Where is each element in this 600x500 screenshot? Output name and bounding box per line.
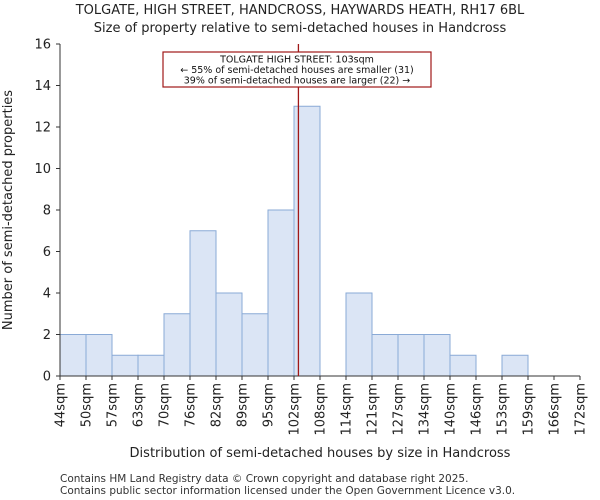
x-tick-label-172sqm: 172sqm	[574, 383, 589, 436]
x-tick-label-76sqm: 76sqm	[184, 383, 199, 427]
x-tick-label-57sqm: 57sqm	[106, 383, 121, 427]
y-tick-label-14: 14	[34, 79, 51, 94]
x-tick-label-95sqm: 95sqm	[262, 383, 277, 427]
y-tick-label-0: 0	[43, 370, 51, 385]
x-tick-label-140sqm: 140sqm	[444, 383, 459, 436]
x-tick-label-44sqm: 44sqm	[54, 383, 69, 427]
bar-63sqm	[137, 354, 165, 377]
y-tick-label-2: 2	[43, 328, 51, 343]
annotation-line-3: 39% of semi-detached houses are larger (…	[184, 76, 411, 87]
x-tick-label-82sqm: 82sqm	[210, 383, 225, 427]
bar-82sqm	[215, 292, 243, 377]
bar-114sqm	[345, 292, 373, 377]
chart-subtitle: Size of property relative to semi-detach…	[93, 21, 507, 36]
bar-70sqm	[163, 313, 191, 377]
annotation-line-2: ← 55% of semi-detached houses are smalle…	[180, 65, 414, 76]
x-tick-label-134sqm: 134sqm	[418, 383, 433, 436]
y-tick-label-6: 6	[43, 245, 51, 260]
y-tick-label-4: 4	[43, 287, 51, 302]
x-tick-label-153sqm: 153sqm	[496, 383, 511, 436]
x-axis-label: Distribution of semi-detached houses by …	[130, 446, 511, 461]
x-tick-label-108sqm: 108sqm	[314, 383, 329, 436]
x-tick-label-166sqm: 166sqm	[548, 383, 563, 436]
bar-134sqm	[423, 334, 451, 377]
x-tick-label-70sqm: 70sqm	[158, 383, 173, 427]
bar-76sqm	[189, 230, 217, 377]
footer-line-2: Contains public sector information licen…	[60, 485, 516, 497]
x-tick-label-63sqm: 63sqm	[132, 383, 147, 427]
x-tick-label-102sqm: 102sqm	[288, 383, 303, 436]
bar-95sqm	[267, 209, 295, 377]
y-tick-label-12: 12	[34, 121, 51, 136]
bar-121sqm	[371, 334, 399, 377]
bar-57sqm	[111, 354, 139, 377]
bar-153sqm	[501, 354, 529, 377]
chart-title: TOLGATE, HIGH STREET, HANDCROSS, HAYWARD…	[75, 3, 525, 18]
y-tick-label-16: 16	[34, 38, 51, 53]
x-tick-label-50sqm: 50sqm	[80, 383, 95, 427]
y-tick-label-8: 8	[43, 204, 51, 219]
x-tick-label-159sqm: 159sqm	[522, 383, 537, 436]
footer-line-1: Contains HM Land Registry data © Crown c…	[60, 473, 469, 485]
bar-44sqm	[59, 334, 87, 377]
bar-140sqm	[449, 354, 477, 377]
annotation-line-1: TOLGATE HIGH STREET: 103sqm	[219, 55, 374, 66]
bar-127sqm	[397, 334, 425, 377]
x-tick-label-121sqm: 121sqm	[366, 383, 381, 436]
x-tick-label-127sqm: 127sqm	[392, 383, 407, 436]
bar-89sqm	[241, 313, 269, 377]
x-tick-label-89sqm: 89sqm	[236, 383, 251, 427]
x-tick-label-114sqm: 114sqm	[340, 383, 355, 436]
bar-50sqm	[85, 334, 113, 377]
y-axis-label: Number of semi-detached properties	[1, 90, 16, 330]
x-tick-label-146sqm: 146sqm	[470, 383, 485, 436]
annotation-box	[162, 51, 432, 88]
y-tick-label-10: 10	[34, 162, 51, 177]
